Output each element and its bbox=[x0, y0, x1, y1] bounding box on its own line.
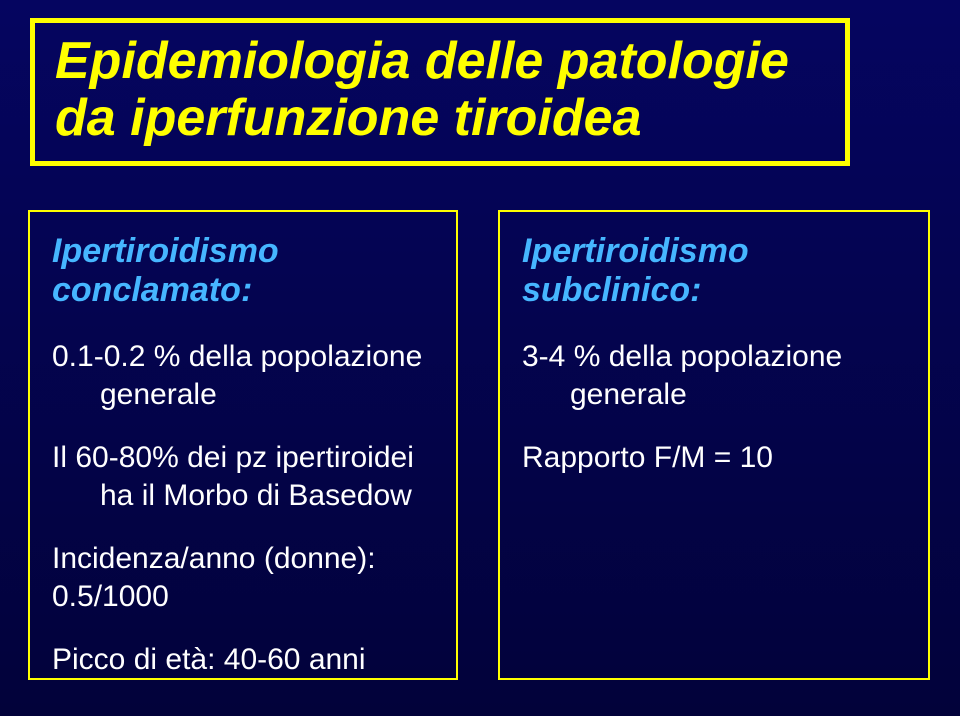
right-panel: Ipertiroidismo subclinico: 3-4 % della p… bbox=[498, 210, 930, 680]
left-item-3: Incidenza/anno (donne): 0.5/1000 bbox=[52, 540, 436, 615]
right-item-1: 3-4 % della popolazione generale bbox=[522, 338, 908, 413]
title-line-2: da iperfunzione tiroidea bbox=[55, 90, 825, 147]
title-line-1: Epidemiologia delle patologie bbox=[55, 33, 825, 90]
left-heading: Ipertiroidismo conclamato: bbox=[52, 232, 436, 310]
right-heading: Ipertiroidismo subclinico: bbox=[522, 232, 908, 310]
title-box: Epidemiologia delle patologie da iperfun… bbox=[30, 18, 850, 166]
left-item-1: 0.1-0.2 % della popolazione generale bbox=[52, 338, 436, 413]
left-item-4: Picco di età: 40-60 anni bbox=[52, 641, 436, 679]
left-item-2: Il 60-80% dei pz ipertiroidei ha il Morb… bbox=[52, 439, 436, 514]
right-item-2: Rapporto F/M = 10 bbox=[522, 439, 908, 477]
left-panel: Ipertiroidismo conclamato: 0.1-0.2 % del… bbox=[28, 210, 458, 680]
